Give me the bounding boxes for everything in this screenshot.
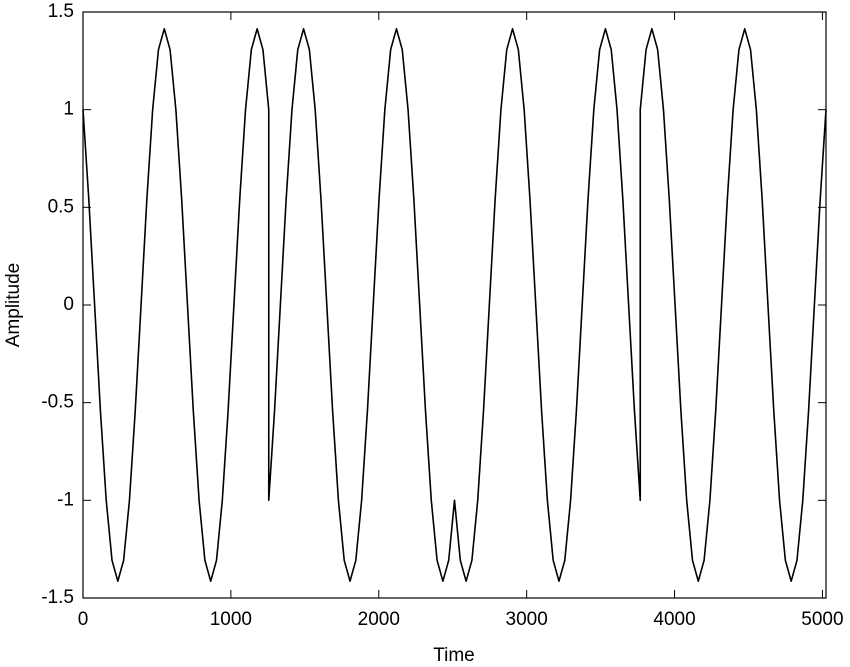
- y-tick-label: 1: [63, 99, 74, 120]
- y-tick-label: 0.5: [48, 196, 74, 217]
- signal-line: [82, 27, 827, 583]
- x-tick-label: 2000: [358, 609, 400, 630]
- x-tick-label: 3000: [506, 609, 548, 630]
- y-tick-label: -0.5: [41, 392, 74, 413]
- y-tick-label: -1: [57, 489, 74, 510]
- y-tick-label: 1.5: [48, 1, 74, 22]
- x-tick-label: 5000: [801, 609, 843, 630]
- x-axis-label: Time: [433, 645, 475, 666]
- y-axis-label: Amplitude: [3, 263, 24, 348]
- x-tick-label: 0: [78, 609, 89, 630]
- y-tick-label: 0: [63, 294, 74, 315]
- x-tick-label: 4000: [653, 609, 695, 630]
- plot-frame: [82, 11, 827, 599]
- y-tick-label: -1.5: [41, 587, 74, 608]
- x-tick-label: 1000: [210, 609, 252, 630]
